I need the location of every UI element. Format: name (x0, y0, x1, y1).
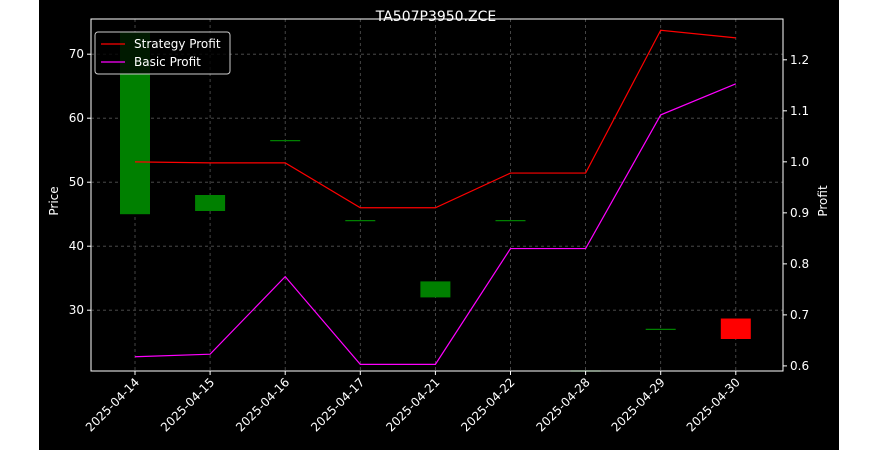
legend: Strategy Profit Basic Profit (94, 31, 231, 75)
candle-2025-04-15 (195, 195, 226, 211)
x-tick-label: 2025-04-14 (83, 375, 142, 434)
y-axis-right: 0.6 0.7 0.8 0.9 1.0 1.1 1.2 (783, 53, 809, 373)
candle-2025-04-21 (420, 281, 451, 298)
x-tick-label: 2025-04-21 (383, 375, 442, 434)
y-tick-label-left: 70 (69, 47, 84, 61)
y-tick-label-right: 1.2 (790, 53, 809, 67)
chart-svg: TA507P3950.ZCE 30 40 50 60 70 0.6 0.7 0.8 0.9 1.… (47, 9, 830, 434)
legend-label-basic: Basic Profit (134, 55, 201, 69)
chart-title: TA507P3950.ZCE (375, 9, 497, 25)
series-line-strategy-profit (134, 29, 736, 209)
y-tick-label-right: 0.9 (790, 206, 809, 220)
x-tick-label: 2025-04-15 (158, 375, 217, 434)
x-tick-label: 2025-04-28 (534, 375, 593, 434)
y-axis-left: 30 40 50 60 70 (69, 47, 91, 317)
x-tick-label: 2025-04-30 (684, 375, 743, 434)
y-tick-label-left: 30 (69, 303, 84, 317)
y-tick-label-left: 40 (69, 239, 84, 253)
series-line-basic-profit (134, 83, 737, 365)
x-tick-label: 2025-04-29 (609, 375, 668, 434)
y-tick-label-right: 0.7 (790, 308, 809, 322)
x-tick-label: 2025-04-22 (458, 375, 517, 434)
chart-figure: TA507P3950.ZCE 30 40 50 60 70 0.6 0.7 0.8 0.9 1.… (39, 0, 839, 450)
y-tick-label-right: 0.8 (790, 257, 809, 271)
y-tick-label-left: 60 (69, 111, 84, 125)
plot-frame (90, 18, 784, 372)
series-lines (134, 29, 737, 365)
x-tick-label: 2025-04-16 (233, 375, 292, 434)
legend-label-strategy: Strategy Profit (134, 37, 221, 51)
y-tick-label-right: 1.1 (790, 104, 809, 118)
y-axis-label-right: Profit (816, 185, 830, 217)
grid-lines (91, 19, 783, 371)
y-tick-label-right: 0.6 (790, 359, 809, 373)
candle-2025-04-30 (720, 318, 751, 339)
x-axis: 2025-04-14 2025-04-15 2025-04-16 2025-04-17… (83, 371, 743, 434)
y-axis-label-left: Price (47, 186, 61, 215)
y-tick-label-left: 50 (69, 175, 84, 189)
x-tick-label: 2025-04-17 (308, 375, 367, 434)
legend-box (94, 31, 231, 75)
y-tick-label-right: 1.0 (790, 155, 809, 169)
